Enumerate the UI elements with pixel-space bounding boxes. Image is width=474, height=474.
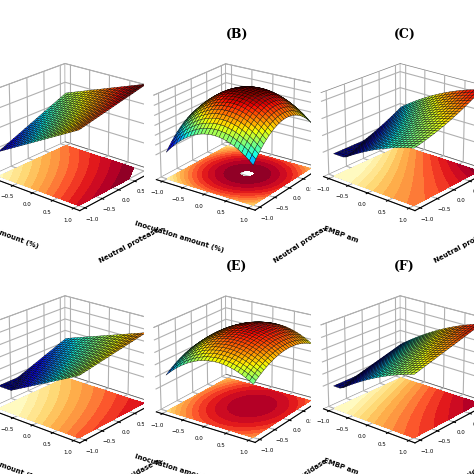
X-axis label: Inoculation amount (%): Inoculation amount (%) xyxy=(135,220,225,254)
X-axis label: EMBP am: EMBP am xyxy=(322,225,358,244)
Title: (F): (F) xyxy=(394,260,415,273)
Y-axis label: Neutral protease activity (U/g): Neutral protease activity (U/g) xyxy=(273,193,379,264)
Y-axis label: Neutral protease activity (U/g): Neutral protease activity (U/g) xyxy=(98,201,209,264)
Y-axis label: Neutral protease activity (U/g): Neutral protease activity (U/g) xyxy=(433,201,474,264)
Y-axis label: β-glucosidase activity (U/g): β-glucosidase activity (U/g) xyxy=(104,436,203,474)
Y-axis label: β-glucosidase activity (U/g): β-glucosidase activity (U/g) xyxy=(278,428,374,474)
Y-axis label: β-glucosidase activity (U/g): β-glucosidase activity (U/g) xyxy=(439,436,474,474)
Title: (E): (E) xyxy=(226,260,248,273)
X-axis label: EMBP amount (%): EMBP amount (%) xyxy=(0,452,39,474)
Title: (C): (C) xyxy=(393,28,416,41)
X-axis label: EMBP amount (%): EMBP amount (%) xyxy=(0,219,39,250)
X-axis label: EMBP am: EMBP am xyxy=(322,457,358,474)
X-axis label: Inoculation amount (%): Inoculation amount (%) xyxy=(135,453,225,474)
Title: (B): (B) xyxy=(226,28,248,41)
